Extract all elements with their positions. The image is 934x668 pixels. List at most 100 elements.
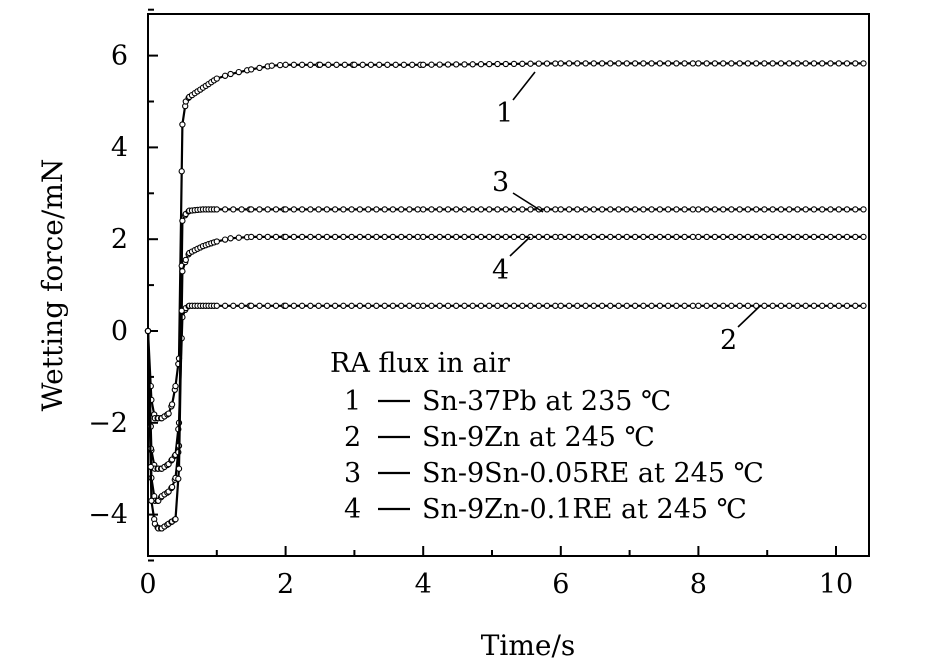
series-point xyxy=(631,206,639,213)
series-point xyxy=(428,302,435,309)
curve-label-leader xyxy=(512,71,536,101)
series-point xyxy=(664,302,672,309)
series-point xyxy=(656,60,664,67)
series-point xyxy=(574,233,581,241)
series-point xyxy=(235,234,242,241)
series-point xyxy=(852,302,859,309)
y-tick-label: 4 xyxy=(111,132,128,163)
series-point xyxy=(365,206,372,213)
x-tick-labels: 0 2 4 6 8 10 xyxy=(139,569,853,600)
series-point xyxy=(290,302,298,309)
series-point xyxy=(827,302,834,309)
series-point xyxy=(213,75,220,82)
series-point xyxy=(681,60,688,67)
series-point xyxy=(315,233,322,241)
legend-entry-number: 3 xyxy=(344,458,361,489)
series-point xyxy=(695,206,702,213)
series-point xyxy=(340,206,347,213)
series-point xyxy=(356,302,364,309)
series-point xyxy=(384,61,391,68)
series-point xyxy=(802,233,809,241)
series-point xyxy=(298,233,306,241)
series-point xyxy=(598,206,606,213)
series-point xyxy=(323,206,331,213)
series-point xyxy=(420,233,427,241)
series-point xyxy=(307,233,314,241)
legend-entry-label: Sn-9Zn-0.1RE at 245 ℃ xyxy=(422,494,747,525)
series-point xyxy=(428,233,435,241)
series-point xyxy=(802,206,809,213)
series-point xyxy=(590,206,597,213)
series-point xyxy=(640,206,647,213)
series-point xyxy=(753,302,760,309)
legend-entry-4: 4 Sn-9Zn-0.1RE at 245 ℃ xyxy=(344,494,747,525)
series-point xyxy=(590,302,597,309)
series-point xyxy=(420,302,427,309)
x-tick-label: 2 xyxy=(277,569,294,600)
series-point xyxy=(453,302,460,309)
series-point xyxy=(282,233,289,241)
series-point xyxy=(590,233,597,241)
series-1 xyxy=(144,60,867,422)
curve-label-leader xyxy=(737,305,761,328)
series-point xyxy=(168,401,176,408)
series-point xyxy=(552,206,559,213)
series-point xyxy=(307,206,314,213)
series-point xyxy=(502,206,509,213)
series-point xyxy=(469,302,476,309)
series-point xyxy=(389,302,397,309)
legend-entry-label: Sn-37Pb at 235 ℃ xyxy=(422,386,671,417)
series-point xyxy=(398,206,405,213)
series-point xyxy=(307,302,314,309)
series-point xyxy=(819,233,826,241)
series-point xyxy=(325,61,332,68)
series-point xyxy=(802,60,809,67)
series-point xyxy=(590,60,597,67)
series-point xyxy=(486,302,493,309)
series-point xyxy=(365,302,372,309)
series-point xyxy=(494,206,501,213)
series-point xyxy=(794,233,801,241)
series-point xyxy=(469,206,476,213)
series-point xyxy=(221,72,229,79)
series-point xyxy=(769,233,776,241)
series-point xyxy=(615,233,622,241)
series-point xyxy=(494,60,501,68)
series-group xyxy=(144,60,867,532)
series-point xyxy=(543,60,551,67)
series-point xyxy=(535,233,542,241)
series-point xyxy=(835,60,842,67)
x-tick-label: 10 xyxy=(819,569,853,600)
series-point xyxy=(179,268,186,275)
series-point xyxy=(282,61,289,68)
series-point xyxy=(615,302,622,309)
series-point xyxy=(543,302,551,309)
series-point xyxy=(728,60,735,67)
x-axis-title: Time/s xyxy=(481,629,576,662)
series-point xyxy=(565,233,573,241)
series-point xyxy=(381,206,388,213)
series-point xyxy=(664,206,672,213)
series-point xyxy=(769,302,776,309)
series-point xyxy=(557,302,564,309)
series-point xyxy=(607,233,614,241)
series-point xyxy=(477,206,485,213)
series-point xyxy=(436,206,443,213)
legend: RA flux in air 1 Sn-37Pb at 235 ℃ 2 Sn-9Zn … xyxy=(330,348,764,525)
series-point xyxy=(810,302,818,309)
series-point xyxy=(819,302,826,309)
series-point xyxy=(175,465,183,472)
series-point xyxy=(298,302,306,309)
series-point xyxy=(351,61,358,68)
series-point xyxy=(607,302,614,309)
series-point xyxy=(574,60,581,67)
series-point xyxy=(543,233,551,241)
series-point xyxy=(213,302,220,309)
series-point xyxy=(574,302,581,309)
series-point xyxy=(290,206,298,213)
series-point xyxy=(535,60,542,67)
series-point xyxy=(711,233,719,241)
series-point xyxy=(348,206,355,213)
series-point xyxy=(213,238,220,245)
series-point xyxy=(860,302,867,309)
